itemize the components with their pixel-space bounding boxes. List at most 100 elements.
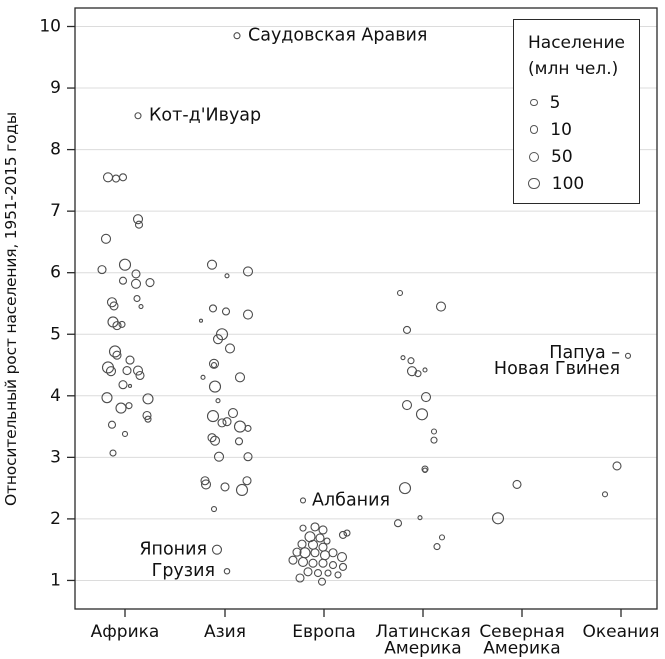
- bubble-size-icon: [528, 177, 540, 190]
- data-point: [398, 482, 412, 495]
- x-tick-label: Америка: [384, 639, 461, 659]
- data-point: [512, 479, 522, 489]
- data-point: [125, 355, 135, 365]
- data-point: [338, 562, 348, 571]
- y-tick-label: 5: [50, 324, 61, 344]
- x-tick-label: Африка: [91, 622, 160, 642]
- data-point: [433, 543, 441, 551]
- data-point: [319, 550, 331, 561]
- legend-title-line1: Население: [528, 33, 625, 53]
- data-point: [101, 392, 113, 404]
- data-point: [200, 374, 206, 380]
- data-point: [224, 273, 230, 279]
- data-point: [400, 355, 406, 361]
- data-point: [112, 321, 122, 331]
- data-point: [145, 277, 155, 288]
- plot-border: [74, 7, 658, 610]
- data-point: [299, 497, 307, 504]
- data-point: [108, 345, 122, 358]
- data-point: [220, 482, 230, 492]
- data-point: [297, 539, 307, 549]
- data-point: [100, 233, 112, 244]
- data-point: [144, 415, 152, 423]
- annotation-label: Новая Гвинея: [494, 359, 620, 379]
- data-point: [624, 352, 632, 359]
- data-point: [343, 529, 351, 537]
- annotation-label: Грузия: [152, 561, 215, 581]
- data-point: [295, 573, 305, 583]
- data-point: [317, 577, 327, 586]
- x-tick-label: Америка: [483, 639, 560, 659]
- data-point: [221, 307, 231, 316]
- data-point: [118, 380, 128, 390]
- data-point: [210, 506, 218, 513]
- data-point: [318, 525, 328, 535]
- data-point: [233, 420, 247, 433]
- data-point: [430, 428, 438, 435]
- x-tick-label: Латинская: [375, 622, 471, 642]
- data-point: [242, 266, 254, 277]
- legend-item-5: 5: [528, 93, 639, 113]
- data-point: [338, 530, 348, 539]
- legend-item-50: 50: [528, 147, 639, 167]
- data-point: [297, 556, 309, 568]
- data-point: [115, 402, 127, 414]
- data-point: [308, 558, 318, 568]
- y-tick-label: 2: [50, 509, 61, 529]
- data-point: [217, 418, 227, 428]
- data-point: [612, 461, 622, 471]
- data-point: [102, 172, 114, 183]
- data-point: [422, 367, 428, 373]
- data-point: [208, 380, 222, 393]
- data-point: [315, 533, 325, 543]
- data-point: [118, 173, 128, 182]
- data-point: [288, 555, 298, 565]
- data-point: [227, 407, 239, 419]
- data-point: [215, 398, 221, 404]
- data-point: [328, 561, 338, 570]
- data-point: [401, 399, 413, 411]
- data-point: [134, 112, 142, 120]
- data-point: [134, 220, 144, 229]
- data-point: [415, 408, 429, 421]
- data-point: [307, 539, 319, 550]
- data-point: [292, 547, 302, 557]
- data-point: [414, 370, 422, 378]
- data-point: [491, 512, 505, 525]
- data-point: [131, 269, 141, 279]
- data-point: [396, 289, 404, 297]
- data-point: [208, 304, 218, 313]
- data-point: [125, 402, 133, 410]
- data-point: [211, 544, 223, 555]
- data-point: [313, 569, 323, 578]
- data-point: [142, 410, 152, 421]
- data-point: [111, 174, 121, 183]
- data-point: [118, 320, 126, 328]
- data-point: [234, 437, 244, 446]
- data-point: [417, 515, 423, 521]
- data-point: [212, 334, 224, 345]
- data-point: [127, 383, 133, 389]
- data-point: [318, 542, 328, 552]
- legend-item-label: 100: [551, 173, 585, 194]
- data-point: [242, 476, 252, 486]
- data-point: [121, 430, 129, 438]
- legend-item-label: 10: [550, 119, 572, 140]
- data-point: [118, 258, 132, 271]
- y-tick-label: 1: [50, 570, 61, 590]
- data-point: [234, 372, 246, 383]
- data-point: [213, 451, 225, 462]
- data-point: [334, 571, 342, 579]
- data-point: [210, 361, 218, 369]
- data-point: [328, 548, 338, 558]
- legend-item-100: 100: [528, 173, 639, 194]
- bubble-size-icon: [530, 99, 538, 107]
- bubble-size-icon: [529, 151, 539, 162]
- data-point: [244, 424, 252, 432]
- data-point: [310, 548, 320, 558]
- data-point: [223, 567, 231, 575]
- data-point: [242, 309, 254, 320]
- data-point: [105, 366, 117, 377]
